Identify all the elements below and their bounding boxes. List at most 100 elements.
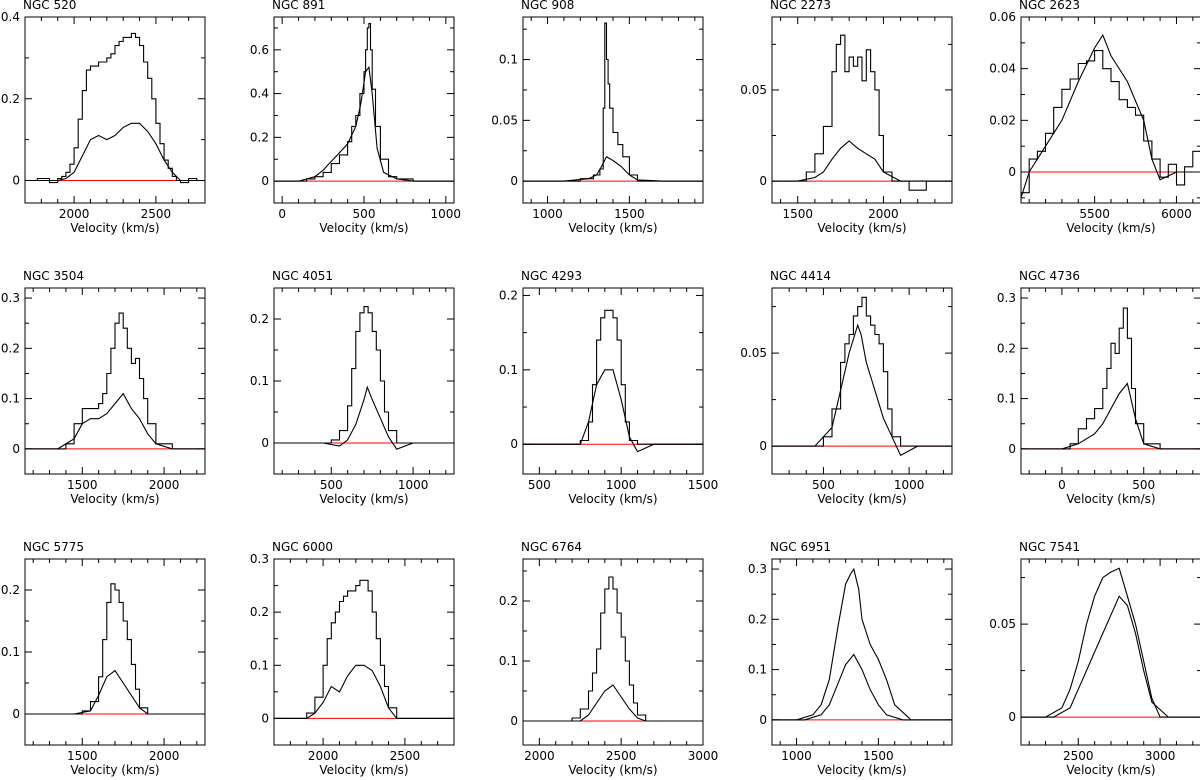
x-axis-label: Velocity (km/s) xyxy=(1066,763,1155,777)
model-series xyxy=(523,156,703,182)
panel-ngc-5775: NGC 5775 1500 2000 0 0.1 0.2 Velocity (km/s) xyxy=(1,540,206,777)
y-tick-label: 0.1 xyxy=(250,658,269,672)
plot-frame xyxy=(771,16,953,204)
y-tick-label: 0.05 xyxy=(491,113,518,127)
spectrum-series xyxy=(1021,307,1200,450)
y-tick-label: 0.3 xyxy=(997,291,1016,305)
panel-ngc-520: NGC 520 2000 2500 0 0.2 0.4 Velocity (km/s) xyxy=(1,0,206,235)
y-tick-label: 0.2 xyxy=(499,288,518,302)
panel-ngc-4051: NGC 4051 500 1000 0 0.1 0.2 Velocity (km/s) xyxy=(250,269,455,506)
x-tick-label: 3000 xyxy=(1145,749,1176,763)
spectrum-series xyxy=(274,23,454,182)
y-tick-label: 0.3 xyxy=(1,291,20,305)
model-series xyxy=(772,140,952,182)
x-tick-label: 2000 xyxy=(149,478,180,492)
model-series xyxy=(274,664,454,719)
y-tick-label: 0 xyxy=(510,437,518,451)
panel-title: NGC 3504 xyxy=(23,269,84,283)
y-tick-label: 0.1 xyxy=(748,663,767,677)
model-series xyxy=(1021,595,1200,718)
model-series xyxy=(274,65,454,182)
plot-frame xyxy=(522,287,704,475)
spectrum-series xyxy=(772,34,952,191)
x-tick-label: 500 xyxy=(1132,478,1155,492)
panel-title: NGC 4051 xyxy=(272,269,333,283)
x-tick-label: 2000 xyxy=(868,207,899,221)
panel-ngc-4736: NGC 4736 0 500 0 0.1 0.2 0.3 Velocity (km/s) xyxy=(997,269,1200,506)
panel-title: NGC 6000 xyxy=(272,540,333,554)
spectrum-series xyxy=(772,296,952,447)
y-tick-label: 0.1 xyxy=(1,645,20,659)
y-tick-label: 0.2 xyxy=(250,312,269,326)
x-tick-label: 1000 xyxy=(431,207,462,221)
y-tick-label: 0.1 xyxy=(499,654,518,668)
y-tick-label: 0.3 xyxy=(250,552,269,566)
y-tick-label: 0 xyxy=(261,174,269,188)
y-tick-label: 0 xyxy=(1008,165,1016,179)
x-tick-label: 500 xyxy=(320,478,343,492)
panel-title: NGC 5775 xyxy=(23,540,84,554)
panel-ngc-4293: NGC 4293 500 1000 1500 0 0.1 0.2 Velocity (km/s… xyxy=(499,269,718,506)
plot-frame xyxy=(1020,16,1200,204)
y-tick-label: 0.1 xyxy=(250,374,269,388)
y-tick-label: 0.2 xyxy=(499,594,518,608)
model-series xyxy=(772,653,952,721)
panel-title: NGC 2273 xyxy=(770,0,831,12)
panel-ngc-6000: NGC 6000 2000 2500 0 0.1 0.2 0.3 Velocity (km/s… xyxy=(250,540,455,777)
x-axis-label: Velocity (km/s) xyxy=(1066,221,1155,235)
y-tick-label: 0 xyxy=(1008,442,1016,456)
plot-frame xyxy=(771,558,953,746)
y-tick-label: 0.1 xyxy=(499,363,518,377)
spectrum-series xyxy=(523,309,703,445)
x-tick-label: 1000 xyxy=(532,207,563,221)
model-series xyxy=(523,369,703,453)
y-tick-label: 0.04 xyxy=(989,62,1016,76)
y-tick-label: 0.2 xyxy=(250,130,269,144)
x-tick-label: 500 xyxy=(353,207,376,221)
panel-title: NGC 4414 xyxy=(770,269,831,283)
y-tick-label: 0 xyxy=(12,707,20,721)
y-tick-label: 0.1 xyxy=(499,53,518,67)
x-tick-label: 1000 xyxy=(781,749,812,763)
x-axis-label: Velocity (km/s) xyxy=(319,763,408,777)
x-axis-label: Velocity (km/s) xyxy=(817,221,906,235)
spectrum-series xyxy=(523,22,703,182)
x-tick-label: 1500 xyxy=(863,749,894,763)
x-tick-label: 2000 xyxy=(524,749,555,763)
y-tick-label: 0.2 xyxy=(250,605,269,619)
model-series xyxy=(274,385,454,450)
x-tick-label: 5500 xyxy=(1079,207,1110,221)
panel-ngc-4414: NGC 4414 500 1000 0 0.05 Velocity (km/s) xyxy=(740,269,953,506)
plot-frame xyxy=(522,558,704,746)
y-tick-label: 0 xyxy=(261,711,269,725)
x-tick-label: 1500 xyxy=(67,478,98,492)
y-tick-label: 0.2 xyxy=(1,92,20,106)
panel-ngc-2273: NGC 2273 1500 2000 0 0.05 Velocity (km/s) xyxy=(740,0,953,235)
panel-title: NGC 908 xyxy=(521,0,574,12)
panel-ngc-6951: NGC 6951 1000 1500 0 0.1 0.2 0.3 Velocity (km/s… xyxy=(748,540,953,777)
panel-title: NGC 6951 xyxy=(770,540,831,554)
x-tick-label: 6000 xyxy=(1161,207,1192,221)
y-tick-label: 0.6 xyxy=(250,43,269,57)
model-series xyxy=(1021,33,1200,198)
y-tick-label: 0.06 xyxy=(989,10,1016,24)
model-series xyxy=(1021,382,1200,450)
panel-title: NGC 2623 xyxy=(1019,0,1080,12)
x-axis-label: Velocity (km/s) xyxy=(70,221,159,235)
y-tick-label: 0.02 xyxy=(989,113,1016,127)
plot-frame xyxy=(24,287,206,475)
panel-title: NGC 6764 xyxy=(521,540,582,554)
panel-title: NGC 4736 xyxy=(1019,269,1080,283)
model-series xyxy=(523,684,703,722)
x-tick-label: 0 xyxy=(278,207,286,221)
model-series xyxy=(772,323,952,457)
x-tick-label: 1500 xyxy=(614,207,645,221)
x-axis-label: Velocity (km/s) xyxy=(70,492,159,506)
panel-title: NGC 4293 xyxy=(521,269,582,283)
y-tick-label: 0.05 xyxy=(989,617,1016,631)
x-axis-label: Velocity (km/s) xyxy=(319,492,408,506)
x-tick-label: 1000 xyxy=(398,478,429,492)
panel-ngc-908: NGC 908 1000 1500 0 0.05 0.1 Velocity (km/s) xyxy=(491,0,704,235)
x-axis-label: Velocity (km/s) xyxy=(568,763,657,777)
y-tick-label: 0 xyxy=(12,174,20,188)
